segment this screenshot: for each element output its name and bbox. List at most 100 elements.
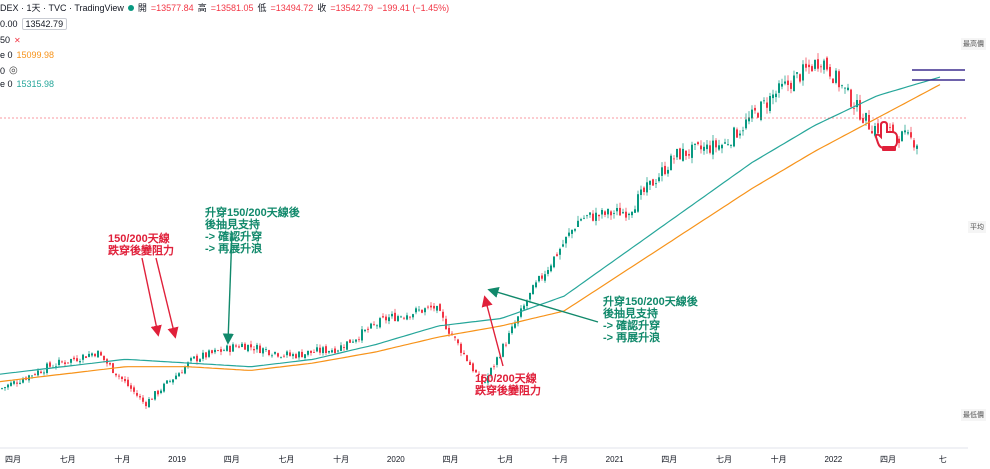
candle-body	[43, 372, 45, 374]
candle-body	[268, 350, 270, 355]
ohlc-low-label: 低	[257, 3, 267, 13]
candle-body	[121, 376, 123, 379]
candle-body	[4, 387, 6, 389]
candle-body	[766, 102, 768, 108]
ohlc-low: =13494.72	[270, 2, 314, 13]
candle-body	[244, 343, 246, 350]
x-tick-label: 2020	[387, 455, 405, 464]
candle-body	[37, 370, 39, 376]
candle-body	[31, 375, 33, 377]
symbol-title[interactable]: DEX · 1天 · TVC · TradingView	[0, 3, 124, 13]
candle-body	[646, 182, 648, 193]
candle-body	[100, 352, 102, 356]
ohlc-close-label: 收	[317, 3, 327, 13]
candle-body	[316, 347, 318, 352]
candle-body	[337, 350, 339, 352]
candle-body	[322, 347, 324, 354]
x-tick-label: 四月	[443, 455, 459, 464]
x-tick-label: 十月	[114, 454, 130, 464]
candle-body	[577, 220, 579, 227]
candle-body	[520, 308, 522, 317]
last-price-box: 13542.79	[21, 18, 68, 30]
candle-body	[211, 350, 213, 353]
candle-body	[349, 339, 351, 343]
candle-body	[619, 207, 621, 216]
ohlc-close: =13542.79	[330, 2, 374, 13]
legend-ma200[interactable]: e 0 15099.98	[0, 50, 54, 60]
candle-body	[490, 367, 492, 376]
candle-body	[523, 305, 525, 310]
candle-body	[19, 382, 21, 384]
candle-body	[61, 361, 63, 363]
candle-body	[190, 358, 192, 361]
candle-body	[865, 112, 867, 121]
candle-body	[49, 362, 51, 367]
row-value-50: 50	[0, 35, 11, 45]
x-tick-label: 四月	[224, 455, 240, 464]
candle-body	[280, 356, 282, 358]
candle-body	[811, 66, 813, 72]
candle-body	[775, 93, 777, 98]
candle-body	[697, 142, 699, 145]
candle-body	[340, 345, 342, 351]
candle-body	[889, 127, 891, 128]
arrow-green-right	[487, 287, 599, 323]
candle-body	[256, 344, 258, 350]
candle-body	[670, 155, 672, 171]
candle-body	[394, 312, 396, 321]
candle-body	[481, 376, 483, 384]
candle-body	[238, 346, 240, 348]
close-x-icon[interactable]: ✕	[14, 35, 21, 45]
legend-ma150[interactable]: e 0 15315.98	[0, 79, 54, 89]
x-tick-label: 七	[939, 455, 947, 464]
candle-body	[757, 113, 759, 118]
candle-body	[127, 379, 129, 386]
candle-body	[67, 362, 69, 364]
candle-body	[196, 355, 198, 362]
legend-visibility[interactable]: 0 ◎	[0, 65, 18, 76]
candle-body	[574, 229, 576, 231]
candle-body	[391, 313, 393, 317]
candle-body	[637, 194, 639, 212]
legend-row-50: 50 ✕	[0, 35, 21, 45]
candle-body	[199, 359, 201, 362]
candle-body	[877, 123, 879, 134]
candle-body	[250, 344, 252, 348]
x-tick-label: 七月	[60, 455, 76, 464]
candle-body	[487, 375, 489, 383]
candle-body	[325, 346, 327, 353]
candle-body	[661, 167, 663, 176]
candle-body	[259, 345, 261, 353]
x-tick-label: 四月	[5, 455, 21, 464]
arrow-red-1	[141, 257, 162, 337]
candle-body	[502, 343, 504, 357]
candle-body	[622, 212, 624, 214]
candle-body	[358, 339, 360, 341]
candle-body	[844, 87, 846, 89]
candle-body	[475, 369, 477, 373]
candle-body	[181, 372, 183, 374]
candle-body	[565, 236, 567, 244]
candle-body	[586, 215, 588, 217]
candle-body	[592, 213, 594, 221]
candle-body	[319, 347, 321, 353]
candle-body	[796, 72, 798, 74]
x-tick-label: 七月	[278, 455, 294, 464]
candle-body	[166, 380, 168, 384]
candle-body	[550, 265, 552, 272]
candle-body	[328, 351, 330, 353]
candle-body	[94, 353, 96, 357]
candle-body	[703, 146, 705, 151]
candle-body	[616, 208, 618, 212]
candle-body	[739, 133, 741, 136]
candle-body	[313, 352, 315, 353]
candle-body	[151, 398, 153, 400]
candle-body	[532, 285, 534, 295]
ohlc-high: =13581.05	[210, 2, 254, 13]
candle-body	[109, 363, 111, 365]
candle-body	[907, 132, 909, 134]
candle-body	[667, 169, 669, 174]
candle-body	[1, 388, 3, 389]
eye-off-icon[interactable]: ◎	[9, 65, 18, 76]
